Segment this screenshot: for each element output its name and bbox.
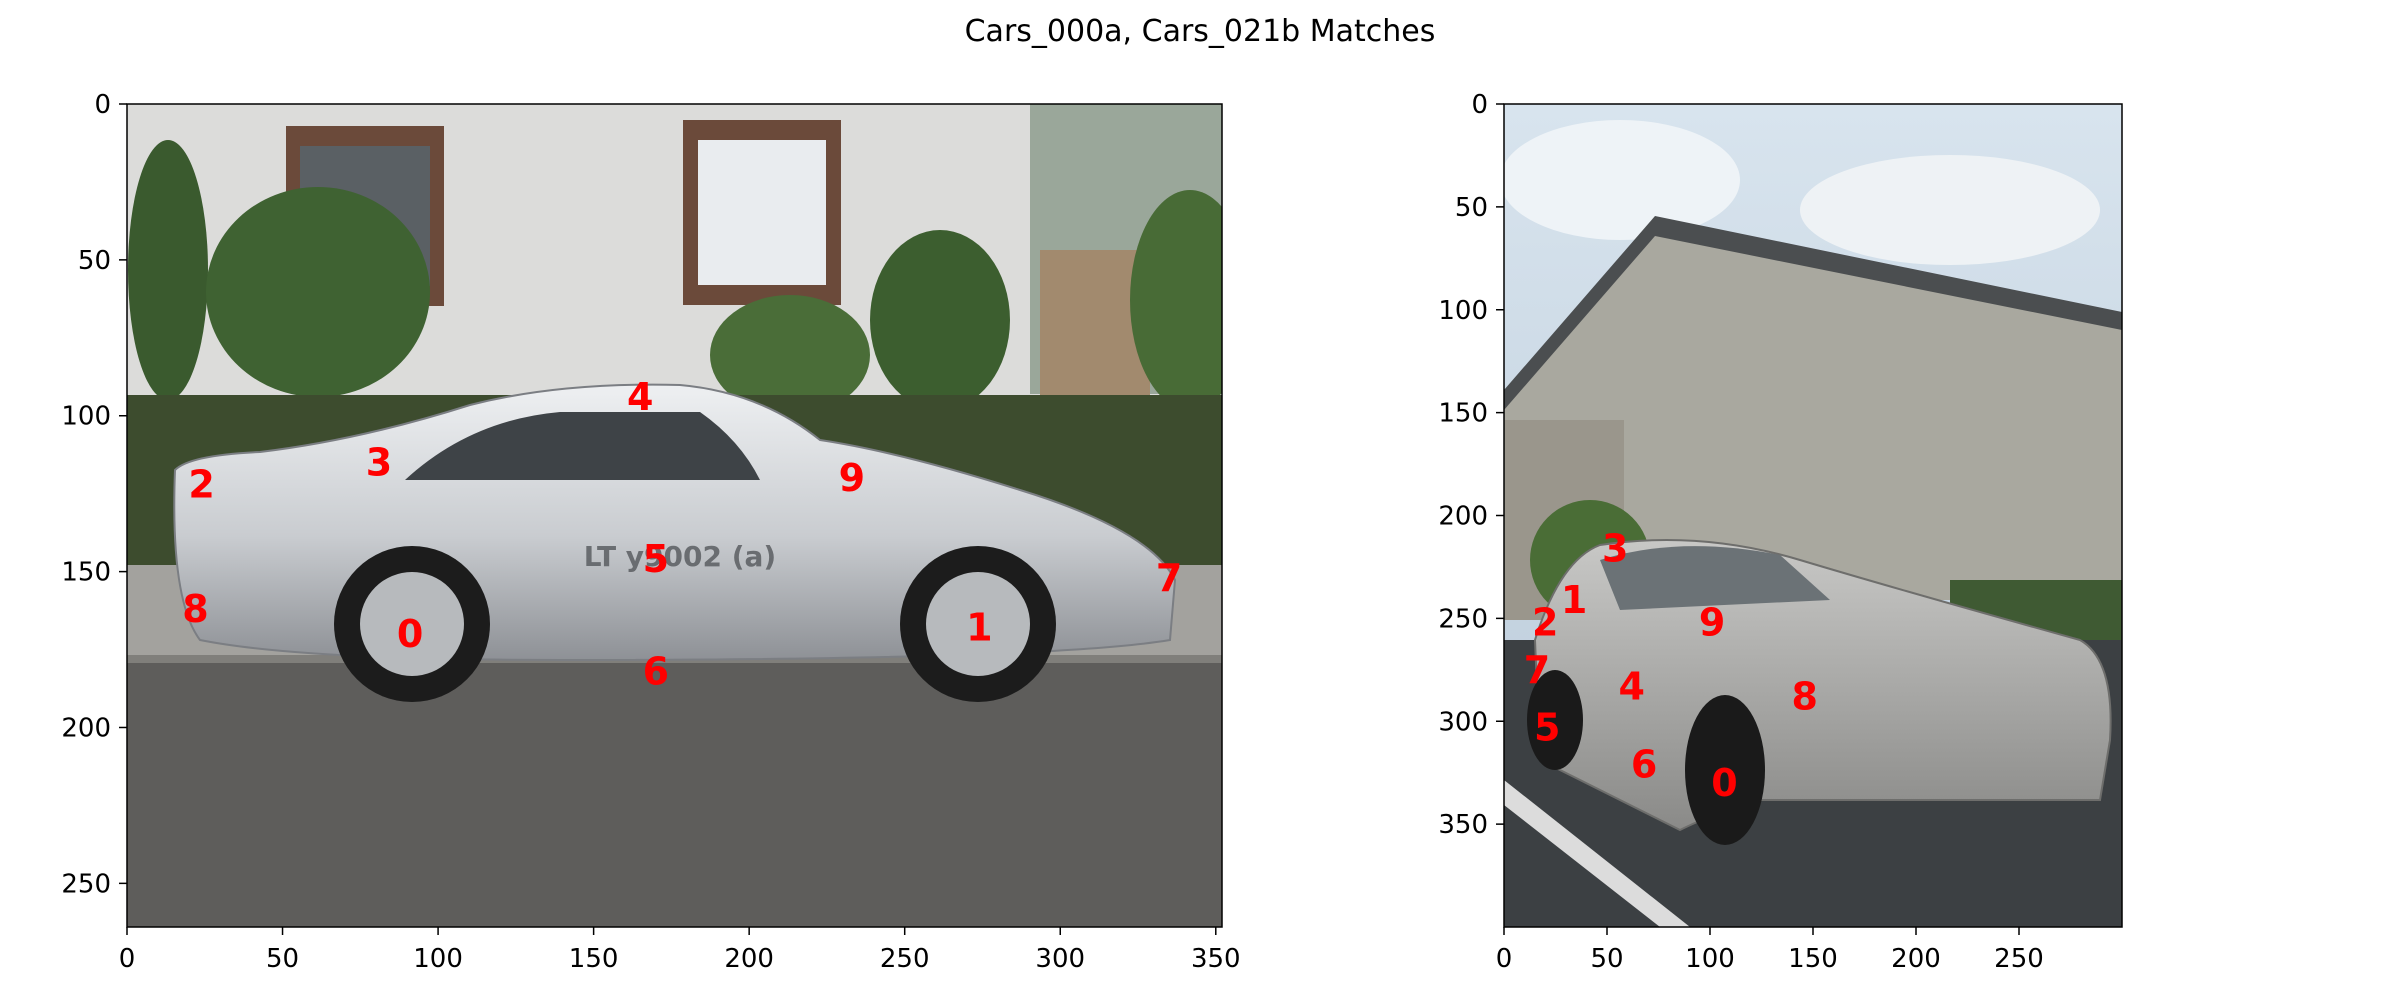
figure-title: Cars_000a, Cars_021b Matches xyxy=(964,14,1436,49)
x-tick-label-right: 250 xyxy=(1994,944,2044,974)
y-tick-label-right: 150 xyxy=(1438,399,1488,429)
match-label-right-3: 3 xyxy=(1602,526,1628,570)
match-label-left-0: 0 xyxy=(397,612,423,656)
axes-frame-left xyxy=(126,103,1223,928)
match-label-left-5: 5 xyxy=(643,537,669,581)
x-tick-label-right: 150 xyxy=(1788,944,1838,974)
match-label-left-3: 3 xyxy=(366,441,392,485)
match-label-right-0: 0 xyxy=(1711,761,1737,805)
y-tick-label-left: 150 xyxy=(61,558,111,588)
svg-text:LT y9002 (a): LT y9002 (a) xyxy=(584,540,776,573)
match-label-right-8: 8 xyxy=(1792,675,1818,719)
match-label-right-4: 4 xyxy=(1618,664,1644,708)
x-tick-label-left: 0 xyxy=(119,944,136,974)
y-tick-label-right: 100 xyxy=(1438,296,1488,326)
match-label-left-7: 7 xyxy=(1156,556,1182,600)
y-tick-label-right: 50 xyxy=(1455,193,1488,223)
y-tick-label-left: 100 xyxy=(61,402,111,432)
match-label-left-2: 2 xyxy=(188,462,214,506)
y-tick-label-left: 50 xyxy=(78,246,111,276)
x-tick-label-left: 150 xyxy=(569,944,619,974)
x-tick-label-left: 50 xyxy=(266,944,299,974)
match-label-right-2: 2 xyxy=(1532,600,1558,644)
x-tick-label-left: 350 xyxy=(1191,944,1241,974)
y-tick-label-right: 0 xyxy=(1471,90,1488,120)
y-tick-label-left: 200 xyxy=(61,713,111,743)
match-label-left-9: 9 xyxy=(839,456,865,500)
match-label-right-7: 7 xyxy=(1524,648,1550,692)
x-tick-label-right: 50 xyxy=(1590,944,1623,974)
x-tick-label-right: 200 xyxy=(1891,944,1941,974)
x-tick-label-right: 100 xyxy=(1685,944,1735,974)
match-label-left-4: 4 xyxy=(627,375,653,419)
match-label-right-1: 1 xyxy=(1561,578,1587,622)
y-tick-label-left: 0 xyxy=(94,90,111,120)
match-label-right-6: 6 xyxy=(1631,742,1657,786)
match-label-right-5: 5 xyxy=(1534,705,1560,749)
y-tick-label-right: 350 xyxy=(1438,810,1488,840)
image-cars-021b xyxy=(1504,104,2122,927)
y-tick-label-right: 300 xyxy=(1438,707,1488,737)
x-tick-label-right: 0 xyxy=(1496,944,1513,974)
match-label-left-8: 8 xyxy=(182,587,208,631)
match-label-left-1: 1 xyxy=(966,606,992,650)
x-tick-label-left: 100 xyxy=(413,944,463,974)
match-label-right-9: 9 xyxy=(1699,600,1725,644)
x-tick-label-left: 250 xyxy=(880,944,930,974)
match-label-left-6: 6 xyxy=(643,649,669,693)
y-tick-label-left: 250 xyxy=(61,869,111,899)
x-tick-label-left: 200 xyxy=(724,944,774,974)
y-tick-label-right: 200 xyxy=(1438,502,1488,532)
y-tick-label-right: 250 xyxy=(1438,604,1488,634)
x-tick-label-left: 300 xyxy=(1035,944,1085,974)
image-cars-000a: LT y9002 (a) xyxy=(127,104,1222,927)
